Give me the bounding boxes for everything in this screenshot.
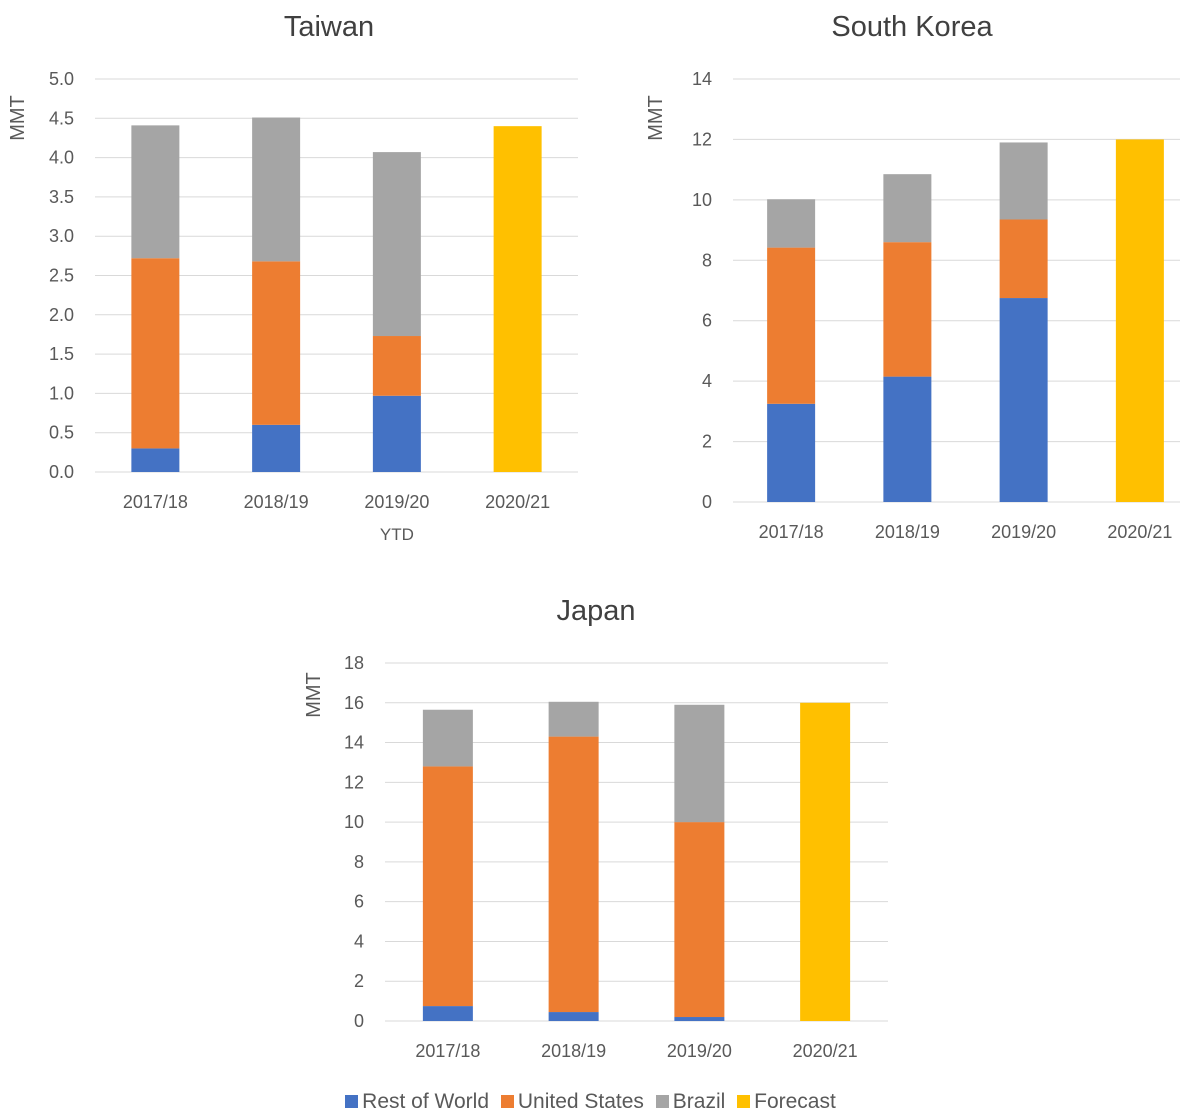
y-tick-label: 3.0 — [49, 226, 74, 246]
bar-forecast — [1115, 139, 1164, 502]
y-tick-label: 12 — [692, 129, 712, 149]
y-tick-label: 12 — [344, 772, 364, 792]
bar-rest-of-world — [674, 1017, 725, 1021]
bar-united-states — [999, 219, 1048, 299]
bar-rest-of-world — [767, 403, 816, 502]
chart-taiwan: 0.0 0.5 1.0 1.5 2.0 2.5 3.0 3.5 4.0 4.5 5.0 Taiwan M… — [7, 11, 578, 544]
x-tick-label: 2017/18 — [759, 522, 824, 542]
bar-rest-of-world — [252, 424, 301, 472]
x-tick-label: 2018/19 — [541, 1041, 606, 1061]
x-tick-label: 2019/20 — [991, 522, 1056, 542]
bar-rest-of-world — [999, 298, 1048, 502]
y-tick-label: 0 — [702, 492, 712, 512]
y-tick-label: 5.0 — [49, 69, 74, 89]
y-tick-label: 8 — [702, 250, 712, 270]
y-tick-label: 14 — [344, 733, 364, 753]
legend-label: Brazil — [672, 1090, 726, 1113]
x-tick-label: 2020/21 — [1107, 522, 1172, 542]
y-tick-label: 4.5 — [49, 108, 74, 128]
bar-brazil — [131, 125, 180, 259]
y-axis-label: MMT — [645, 95, 667, 141]
bar-forecast — [800, 702, 851, 1021]
x-tick-sublabel: YTD — [380, 525, 414, 544]
y-tick-label: 6 — [354, 892, 364, 912]
y-tick-label: 18 — [344, 653, 364, 673]
y-tick-label: 14 — [692, 69, 712, 89]
y-tick-label: 16 — [344, 693, 364, 713]
bar-united-states — [422, 766, 473, 1007]
bar-rest-of-world — [883, 376, 932, 502]
legend-item-rest-of-world: Rest of World — [345, 1090, 489, 1114]
legend-swatch — [345, 1095, 359, 1108]
bar-brazil — [372, 152, 421, 337]
legend-swatch — [500, 1095, 514, 1108]
legend: Rest of World United States Brazil Forec… — [0, 1090, 1181, 1114]
y-tick-label: 0 — [354, 1011, 364, 1031]
bar-united-states — [548, 736, 599, 1013]
y-tick-label: 2.5 — [49, 266, 74, 286]
legend-item-brazil: Brazil — [655, 1090, 726, 1114]
x-tick-label: 2018/19 — [244, 492, 309, 512]
legend-label: United States — [517, 1090, 644, 1113]
bar-rest-of-world — [548, 1012, 599, 1021]
bar-united-states — [674, 822, 725, 1018]
bar-united-states — [883, 242, 932, 377]
y-tick-label: 10 — [692, 190, 712, 210]
y-tick-label: 8 — [354, 852, 364, 872]
x-tick-label: 2019/20 — [667, 1041, 732, 1061]
legend-label: Forecast — [754, 1090, 836, 1113]
x-tick-label: 2020/21 — [793, 1041, 858, 1061]
bar-forecast — [493, 126, 542, 472]
chart-south-korea: 0 2 4 6 8 10 12 14 South Korea MMT 2017/18 2018/19 2… — [645, 11, 1180, 542]
chart-japan: 0 2 4 6 8 10 12 14 16 18 Japan MMT 2017/18 2018/19 201… — [303, 595, 888, 1061]
y-tick-label: 2.0 — [49, 305, 74, 325]
bar-united-states — [372, 336, 421, 396]
chart-title: South Korea — [831, 11, 993, 43]
y-tick-label: 4 — [702, 371, 712, 391]
bar-rest-of-world — [372, 395, 421, 472]
bar-united-states — [131, 258, 180, 449]
x-tick-label: 2019/20 — [364, 492, 429, 512]
y-tick-label: 0.5 — [49, 423, 74, 443]
x-tick-label: 2017/18 — [123, 492, 188, 512]
y-tick-label: 4 — [354, 931, 364, 951]
chart-title: Taiwan — [284, 11, 374, 43]
y-tick-label: 1.5 — [49, 344, 74, 364]
y-tick-label: 2 — [354, 971, 364, 991]
legend-swatch — [655, 1095, 669, 1108]
y-tick-label: 3.5 — [49, 187, 74, 207]
y-tick-label: 1.0 — [49, 383, 74, 403]
bar-rest-of-world — [131, 448, 180, 472]
y-tick-label: 2 — [702, 432, 712, 452]
bar-united-states — [767, 247, 816, 404]
legend-item-forecast: Forecast — [737, 1090, 836, 1114]
legend-label: Rest of World — [362, 1090, 489, 1113]
legend-swatch — [737, 1095, 751, 1108]
bar-brazil — [999, 142, 1048, 220]
y-axis-label: MMT — [7, 95, 29, 141]
x-tick-label: 2017/18 — [415, 1041, 480, 1061]
bar-brazil — [252, 117, 301, 262]
y-tick-label: 10 — [344, 812, 364, 832]
bar-brazil — [548, 701, 599, 737]
bar-brazil — [883, 174, 932, 243]
y-axis-label: MMT — [303, 672, 325, 718]
y-tick-label: 4.0 — [49, 148, 74, 168]
bar-brazil — [422, 709, 473, 767]
x-tick-label: 2020/21 — [485, 492, 550, 512]
legend-item-united-states: United States — [500, 1090, 644, 1114]
bar-brazil — [767, 199, 816, 248]
bar-united-states — [252, 261, 301, 425]
y-tick-label: 0.0 — [49, 462, 74, 482]
chart-title: Japan — [556, 595, 635, 627]
y-tick-label: 6 — [702, 311, 712, 331]
bar-rest-of-world — [422, 1006, 473, 1021]
bar-brazil — [674, 704, 725, 823]
x-tick-label: 2018/19 — [875, 522, 940, 542]
charts-canvas: 0.0 0.5 1.0 1.5 2.0 2.5 3.0 3.5 4.0 4.5 5.0 Taiwan M… — [7, 11, 1180, 1061]
